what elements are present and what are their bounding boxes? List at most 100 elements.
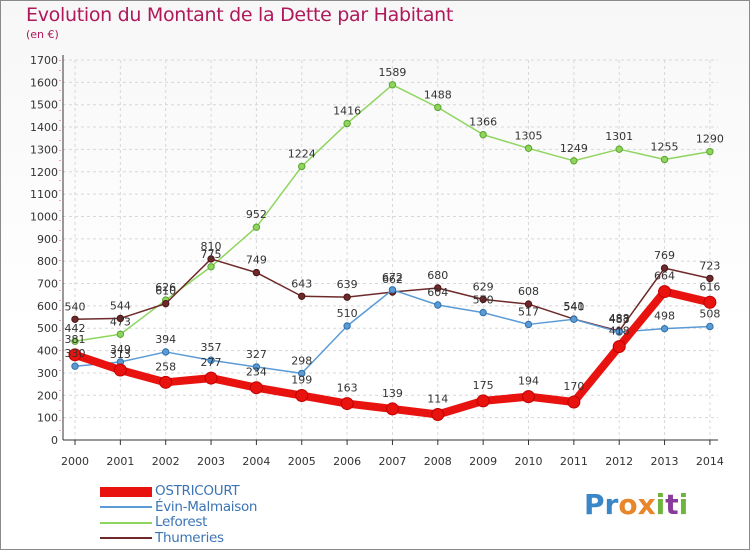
- logo-letter: i: [678, 488, 689, 521]
- point-thumeries-2004: [252, 268, 261, 277]
- data-label-leforest-2005: 1224: [288, 147, 316, 160]
- legend: OSTRICOURT Évin-Malmaison Leforest Thume…: [100, 483, 300, 547]
- logo-letter: x: [637, 488, 656, 521]
- data-label-thumeries-2000: 540: [65, 300, 86, 313]
- logo-letter: r: [604, 488, 619, 521]
- legend-swatch-thumeries: [100, 537, 152, 540]
- point--vin-malmaison-2010: [524, 320, 533, 329]
- legend-item-evin-malmaison: Évin-Malmaison: [100, 499, 300, 516]
- point-thumeries-2000: [71, 315, 79, 323]
- data-label-leforest-2003: 775: [201, 248, 222, 261]
- point-ostricourt-2013: [658, 285, 672, 299]
- data-label-ostricourt-2008: 114: [427, 393, 448, 406]
- y-tick-label-700: 700: [37, 278, 58, 291]
- data-label-thumeries-2006: 639: [337, 278, 358, 291]
- data-label-thumeries-2003: 810: [201, 240, 222, 253]
- legend-swatch-evin-malmaison: [100, 506, 152, 509]
- point-thumeries-2008: [434, 284, 442, 292]
- proxiti-logo: Proxiti: [584, 488, 688, 521]
- data-label-ostricourt-2014: 616: [699, 280, 720, 293]
- y-tick-label-600: 600: [37, 300, 58, 313]
- data-label-thumeries-2004: 749: [246, 254, 267, 267]
- point--vin-malmaison-2006: [343, 322, 351, 330]
- data-label-thumeries-2005: 643: [291, 277, 312, 290]
- x-tick-label-2001: 2001: [106, 455, 134, 468]
- point-thumeries-2003: [207, 255, 215, 263]
- point-leforest-2013: [660, 155, 669, 164]
- data-label-ostricourt-2006: 163: [337, 382, 358, 395]
- data-label--vin-malmaison-2004: 327: [246, 348, 267, 361]
- point-leforest-2011: [570, 157, 578, 165]
- data-label-ostricourt-2005: 199: [291, 374, 312, 387]
- data-label-thumeries-2001: 544: [110, 299, 131, 312]
- data-label-leforest-2014: 1290: [696, 133, 724, 146]
- x-tick-label-2012: 2012: [605, 455, 633, 468]
- legend-label-thumeries: Thumeries: [155, 529, 224, 546]
- point-leforest-2005: [298, 162, 306, 171]
- data-label-leforest-2007: 1589: [378, 66, 406, 79]
- point-thumeries-2013: [660, 264, 669, 272]
- y-tick-label-500: 500: [37, 322, 58, 335]
- grid-lines: [63, 59, 718, 441]
- data-label--vin-malmaison-2012: 483: [609, 313, 630, 326]
- y-tick-label-400: 400: [37, 345, 58, 358]
- data-label--vin-malmaison-2001: 349: [110, 343, 131, 356]
- data-label-leforest-2009: 1366: [469, 116, 497, 129]
- data-label-leforest-2013: 1255: [651, 140, 679, 153]
- data-label-leforest-2012: 1301: [605, 130, 633, 143]
- data-label-leforest-2001: 473: [110, 315, 131, 328]
- y-tick-label-200: 200: [37, 389, 58, 402]
- point-leforest-2001: [116, 330, 125, 338]
- point-leforest-2006: [343, 119, 351, 128]
- data-label--vin-malmaison-2003: 357: [201, 341, 222, 354]
- x-tick-label-2008: 2008: [424, 455, 452, 468]
- legend-label-leforest: Leforest: [155, 514, 208, 530]
- data-label-thumeries-2007: 662: [382, 273, 403, 286]
- point--vin-malmaison-2009: [479, 308, 487, 317]
- data-label-leforest-2000: 442: [65, 322, 86, 335]
- point-ostricourt-2010: [522, 390, 535, 404]
- x-tick-label-2013: 2013: [651, 455, 679, 468]
- data-label-ostricourt-2010: 194: [518, 375, 539, 388]
- point--vin-malmaison-2011: [570, 315, 578, 323]
- point-ostricourt-2000: [68, 348, 82, 362]
- data-label-ostricourt-2007: 139: [382, 387, 403, 400]
- legend-item-thumeries: Thumeries: [100, 529, 300, 547]
- point--vin-malmaison-2003: [207, 356, 215, 364]
- point--vin-malmaison-2013: [660, 324, 669, 333]
- y-tick-label-1000: 1000: [30, 210, 58, 223]
- point-thumeries-2006: [343, 293, 351, 301]
- point--vin-malmaison-2012: [615, 328, 623, 336]
- y-tick-label-300: 300: [37, 367, 58, 380]
- data-label--vin-malmaison-2007: 672: [382, 271, 403, 284]
- data-label-thumeries-2012: 488: [609, 312, 630, 325]
- data-label-thumeries-2010: 608: [518, 285, 539, 298]
- data-label-leforest-2006: 1416: [333, 104, 361, 117]
- y-tick-label-1400: 1400: [30, 121, 58, 134]
- data-label--vin-malmaison-2005: 298: [291, 354, 312, 367]
- data-label-thumeries-2011: 541: [563, 300, 584, 313]
- data-label-ostricourt-2002: 258: [155, 360, 176, 373]
- x-tick-label-2011: 2011: [560, 455, 588, 468]
- point-ostricourt-2005: [295, 389, 309, 403]
- x-tick-label-2000: 2000: [61, 455, 89, 468]
- x-tick-label-2006: 2006: [333, 455, 361, 468]
- point-ostricourt-2004: [249, 381, 263, 395]
- data-label--vin-malmaison-2008: 604: [427, 286, 448, 299]
- data-label--vin-malmaison-2014: 508: [699, 307, 720, 320]
- point-leforest-2000: [71, 337, 79, 345]
- point-ostricourt-2006: [340, 397, 354, 411]
- data-label-thumeries-2002: 610: [155, 285, 176, 298]
- point-ostricourt-2001: [113, 363, 127, 377]
- data-label--vin-malmaison-2009: 570: [473, 294, 494, 307]
- point-ostricourt-2009: [476, 394, 490, 408]
- point-thumeries-2014: [706, 274, 714, 283]
- data-label-ostricourt-2013: 664: [654, 270, 675, 283]
- point-thumeries-2005: [298, 292, 306, 300]
- x-tick-label-2010: 2010: [515, 455, 543, 468]
- point-leforest-2003: [207, 263, 215, 271]
- y-tick-label-1100: 1100: [30, 188, 58, 201]
- logo-letter: o: [618, 488, 638, 521]
- data-label--vin-malmaison-2006: 510: [337, 307, 358, 320]
